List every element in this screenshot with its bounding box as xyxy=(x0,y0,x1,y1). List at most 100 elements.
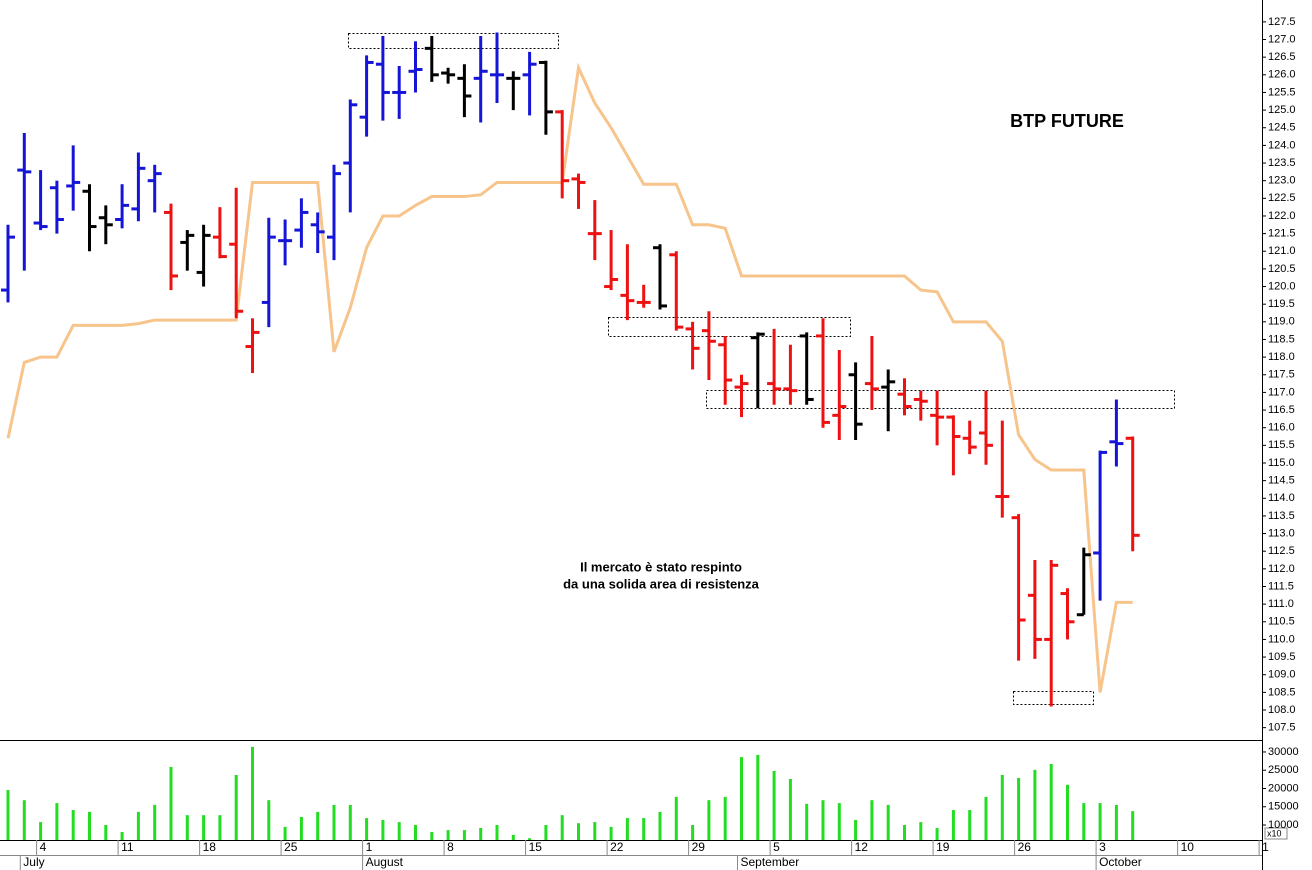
volume-bar xyxy=(1098,803,1102,840)
y-tick-label: 112.0 xyxy=(1268,563,1295,575)
y-tick-label: 111.5 xyxy=(1268,580,1294,592)
y-tick-label: 125.0 xyxy=(1268,104,1296,116)
y-tick-label: 127.0 xyxy=(1268,33,1296,45)
volume-bar xyxy=(218,815,222,840)
volume-bar xyxy=(299,816,303,840)
volume-bar xyxy=(462,830,466,840)
volume-bar xyxy=(332,804,336,840)
y-tick-label: 125.5 xyxy=(1268,86,1296,98)
volume-bar xyxy=(283,826,287,840)
volume-bar xyxy=(854,819,858,840)
x-tick-label: 19 xyxy=(936,840,950,854)
volume-bar xyxy=(430,831,434,840)
volume-tick-label: 15000 xyxy=(1268,801,1299,813)
x-tick-label: 29 xyxy=(692,840,706,854)
volume-bar xyxy=(1066,784,1069,840)
volume-bar xyxy=(528,838,532,840)
volume-tick-label: 30000 xyxy=(1268,746,1299,758)
volume-bar xyxy=(544,825,548,840)
y-tick-label: 113.5 xyxy=(1268,510,1295,522)
volume-bar xyxy=(381,819,385,840)
volume-tick-label: 10000 xyxy=(1268,819,1299,831)
volume-tick-label: 20000 xyxy=(1268,782,1299,794)
x-tick-label: 12 xyxy=(855,840,869,854)
volume-unit: x10 xyxy=(1267,828,1282,838)
volume-bar xyxy=(609,826,613,840)
volume-bar xyxy=(104,825,108,840)
y-tick-label: 120.0 xyxy=(1268,280,1296,292)
x-tick-label: 4 xyxy=(40,840,47,854)
volume-bar xyxy=(169,766,173,840)
volume-bar xyxy=(805,803,809,840)
volume-bar xyxy=(1114,804,1118,840)
volume-bar xyxy=(756,754,760,840)
y-tick-label: 109.0 xyxy=(1268,669,1296,681)
volume-bar xyxy=(348,804,352,840)
trailing-line xyxy=(6,62,1133,693)
y-tick-label: 118.5 xyxy=(1268,333,1295,345)
volume-bar xyxy=(202,815,206,840)
volume-bar xyxy=(88,811,91,840)
volume-bar xyxy=(414,825,417,840)
volume-bar xyxy=(71,810,75,840)
x-tick-label: 15 xyxy=(529,840,543,854)
y-tick-label: 126.0 xyxy=(1268,69,1296,81)
y-tick-label: 123.0 xyxy=(1268,175,1296,187)
volume-bar xyxy=(39,822,43,840)
volume-bar xyxy=(707,800,711,840)
volume-bar xyxy=(55,803,59,840)
y-tick-label: 117.0 xyxy=(1268,386,1295,398)
volume-bar xyxy=(968,810,972,840)
volume-bar xyxy=(479,827,483,840)
volume-bar xyxy=(185,815,189,840)
volume-bar xyxy=(691,825,695,840)
volume-bar xyxy=(1017,777,1021,840)
volume-bar xyxy=(1000,774,1004,840)
y-tick-label: 124.0 xyxy=(1268,139,1296,151)
y-tick-label: 113.0 xyxy=(1268,527,1295,539)
y-tick-label: 118.0 xyxy=(1268,351,1295,363)
y-tick-label: 127.5 xyxy=(1268,16,1296,28)
y-tick-label: 124.5 xyxy=(1268,122,1296,134)
annotation: da una solida area di resistenza xyxy=(563,576,760,591)
y-tick-label: 108.5 xyxy=(1268,686,1296,698)
x-tick-label: 10 xyxy=(1181,840,1195,854)
volume-bar xyxy=(821,800,825,840)
y-tick-label: 115.0 xyxy=(1268,457,1295,469)
y-tick-label: 119.0 xyxy=(1268,316,1295,328)
x-tick-label: 22 xyxy=(610,840,624,854)
month-label: October xyxy=(1099,855,1142,869)
x-tick-label: 1 xyxy=(1262,840,1269,854)
volume-bar xyxy=(1082,803,1086,840)
volume-bar xyxy=(316,811,320,840)
support-zone xyxy=(1013,691,1094,705)
volume-bar xyxy=(577,823,580,840)
volume-bar xyxy=(674,796,678,840)
volume-bar xyxy=(593,822,597,840)
volume-bar xyxy=(984,796,988,840)
y-tick-label: 115.5 xyxy=(1268,439,1295,451)
volume-bar xyxy=(1049,764,1053,840)
y-tick-label: 109.5 xyxy=(1268,651,1296,663)
volume-bar xyxy=(740,757,743,840)
x-tick-label: 1 xyxy=(366,840,373,854)
volume-bar xyxy=(870,800,874,840)
y-tick-label: 120.5 xyxy=(1268,263,1296,275)
y-tick-label: 126.5 xyxy=(1268,51,1296,63)
volume-bar xyxy=(120,831,124,840)
volume-bar xyxy=(658,811,662,840)
chart-title: BTP FUTURE xyxy=(1010,111,1124,131)
y-tick-label: 107.5 xyxy=(1268,722,1296,734)
resistance-zone xyxy=(348,33,559,49)
volume-bar xyxy=(495,825,499,840)
volume-bar xyxy=(560,815,564,840)
y-tick-label: 121.5 xyxy=(1268,228,1296,240)
y-tick-label: 110.0 xyxy=(1268,633,1295,645)
volume-bar xyxy=(625,818,629,840)
month-label: August xyxy=(366,855,404,869)
volume-bar xyxy=(903,825,906,840)
y-tick-label: 121.0 xyxy=(1268,245,1296,257)
volume-bar xyxy=(1033,769,1037,840)
x-tick-label: 25 xyxy=(284,840,298,854)
volume-bar xyxy=(951,810,955,840)
